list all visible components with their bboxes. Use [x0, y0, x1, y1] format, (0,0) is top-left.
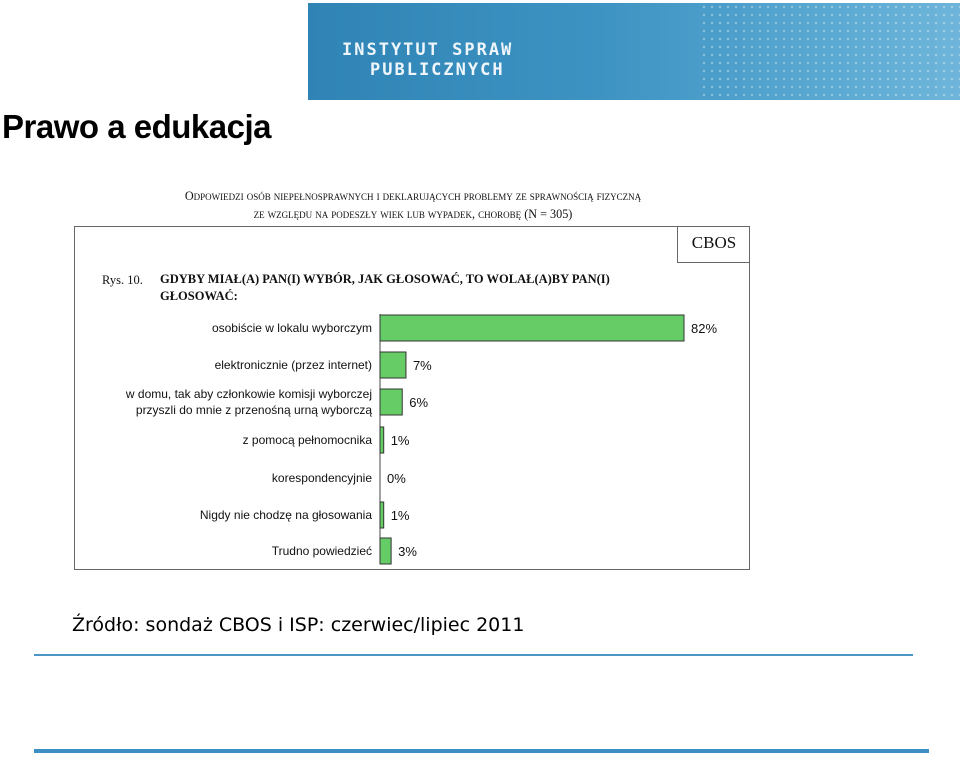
- figure-header: Odpowiedzi osób niepełnosprawnych i dekl…: [75, 187, 751, 223]
- source-note: Źródło: sondaż CBOS i ISP: czerwiec/lipi…: [72, 614, 525, 636]
- cbos-brand: CBOS: [677, 226, 750, 263]
- value-label-4: 0%: [387, 471, 406, 486]
- page-title: Prawo a edukacja: [2, 108, 271, 145]
- figure-number: Rys. 10.: [102, 273, 143, 287]
- figure-header-line-2: ze względu na podeszły wiek lub wypadek,…: [253, 207, 573, 221]
- logo-line-2: PUBLICZNYCH: [370, 60, 505, 80]
- category-label-6: Trudno powiedzieć: [272, 544, 372, 558]
- figure-frame: [74, 226, 750, 570]
- figure-question: GDYBY MIAŁ(A) PAN(I) WYBÓR, JAK GŁOSOWAĆ…: [160, 272, 610, 303]
- category-label-2-0: w domu, tak aby członkowie komisji wybor…: [125, 387, 372, 401]
- category-label-0: osobiście w lokalu wyborczym: [212, 321, 372, 335]
- bar-0: [379, 314, 685, 342]
- category-label-3: z pomocą pełnomocnika: [243, 433, 373, 447]
- footer-line: [34, 749, 929, 753]
- bar-5: [379, 501, 385, 529]
- divider-line: [34, 654, 913, 656]
- value-label-0: 82%: [691, 321, 717, 336]
- logo-line-1: INSTYTUT SPRAW: [342, 40, 514, 60]
- category-label-1: elektronicznie (przez internet): [215, 358, 372, 372]
- figure-header-line-1: Odpowiedzi osób niepełnosprawnych i dekl…: [184, 189, 642, 203]
- value-label-6: 3%: [398, 544, 417, 559]
- value-label-3: 1%: [391, 433, 410, 448]
- bar-2: [379, 388, 403, 416]
- bar-1: [379, 351, 407, 379]
- header-banner: INSTYTUT SPRAW PUBLICZNYCH: [308, 3, 960, 100]
- isp-logo: INSTYTUT SPRAW PUBLICZNYCH: [342, 40, 513, 80]
- banner-pattern: [700, 3, 960, 100]
- bar-3: [379, 426, 385, 454]
- bar-6: [379, 537, 392, 565]
- value-label-5: 1%: [391, 508, 410, 523]
- category-label-4: korespondencyjnie: [272, 471, 372, 485]
- category-label-5: Nigdy nie chodzę na głosowania: [200, 508, 372, 522]
- value-label-1: 7%: [413, 358, 432, 373]
- category-label-2-1: przyszli do mnie z przenośną urną wyborc…: [136, 403, 372, 417]
- value-label-2: 6%: [409, 395, 428, 410]
